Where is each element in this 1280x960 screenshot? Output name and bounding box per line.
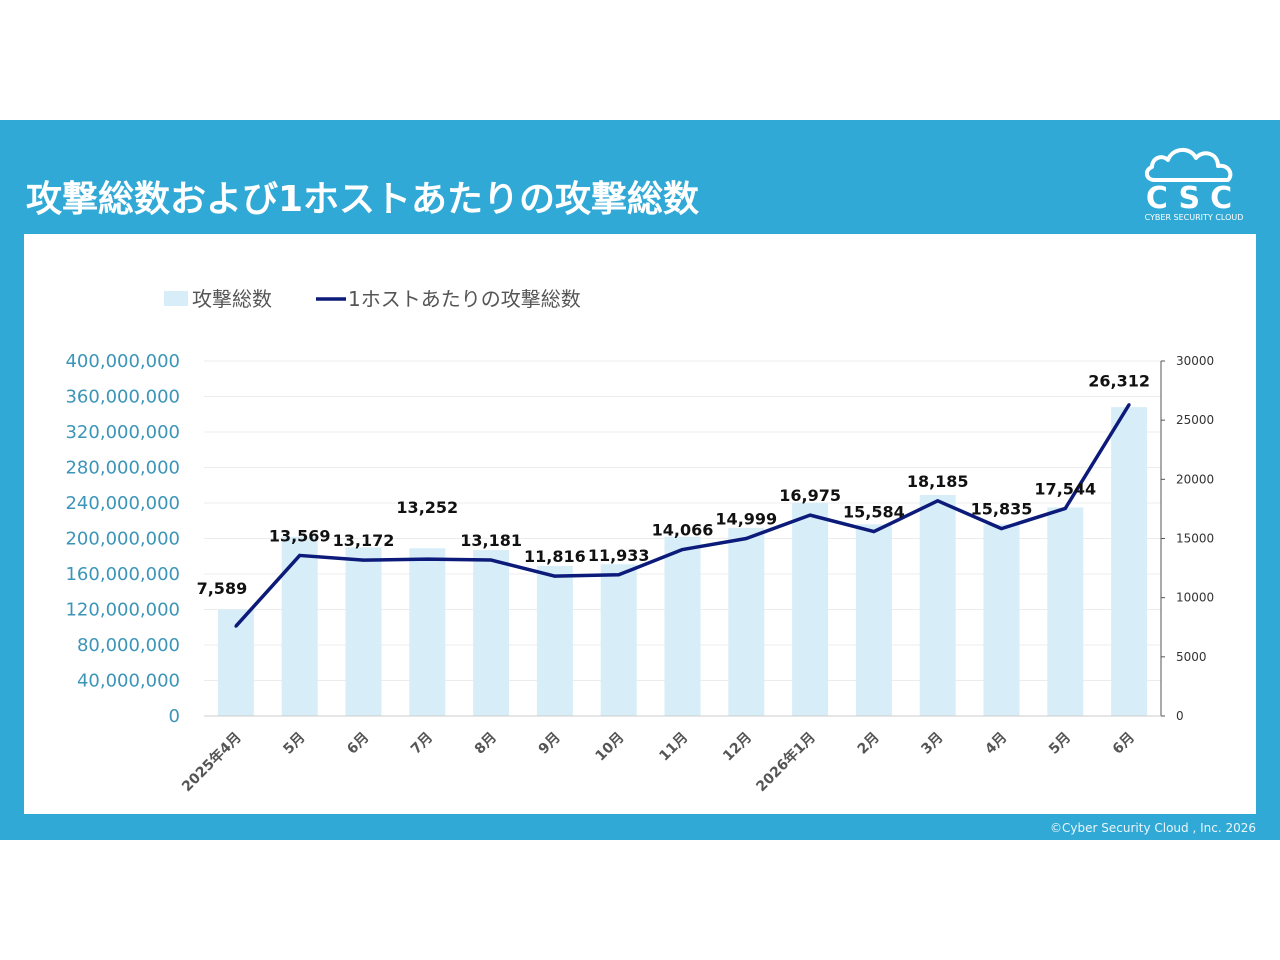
x-tick-label: 2025年4月 — [178, 729, 244, 795]
legend-swatch-bar — [164, 291, 188, 306]
x-tick-label: 10月 — [593, 730, 628, 765]
legend-label-line: 1ホストあたりの攻撃総数 — [348, 287, 581, 311]
y-left-tick-label: 80,000,000 — [77, 635, 180, 656]
y-left-tick-label: 200,000,000 — [65, 529, 180, 550]
data-label: 15,835 — [971, 500, 1033, 519]
x-tick-label: 2月 — [855, 730, 883, 758]
x-tick-label: 2026年1月 — [753, 729, 819, 795]
line-point — [362, 558, 365, 562]
data-label: 26,312 — [1088, 372, 1150, 391]
data-label: 13,252 — [396, 498, 458, 517]
line-point — [617, 573, 621, 577]
data-label: 13,181 — [460, 531, 522, 550]
x-tick-label: 4月 — [982, 730, 1010, 758]
bar — [792, 503, 829, 716]
x-tick-label: 11月 — [656, 730, 691, 765]
data-label: 7,589 — [197, 579, 248, 598]
line-point — [489, 558, 493, 562]
line-point — [744, 537, 748, 541]
y-left-tick-label: 240,000,000 — [65, 493, 180, 514]
line-point — [681, 548, 684, 552]
x-tick-label: 3月 — [918, 730, 946, 758]
y-right-tick-label: 15000 — [1176, 532, 1214, 546]
line-point — [808, 513, 812, 517]
x-tick-label: 8月 — [472, 730, 500, 758]
y-left-tick-label: 160,000,000 — [65, 564, 180, 585]
x-tick-label: 6月 — [344, 730, 372, 758]
y-right-tick-label: 20000 — [1176, 472, 1214, 486]
bar — [855, 524, 892, 716]
x-tick-label: 7月 — [408, 730, 436, 758]
bar — [1047, 507, 1084, 716]
data-label: 13,569 — [269, 526, 331, 545]
bar — [409, 548, 446, 716]
bar — [536, 566, 573, 716]
y-right-tick-label: 5000 — [1176, 650, 1207, 664]
logo-text: CSC — [1146, 181, 1242, 216]
page-title: 攻撃総数および1ホストあたりの攻撃総数 — [26, 179, 700, 220]
data-label: 18,185 — [907, 472, 969, 491]
csc-logo: CSC CYBER SECURITY CLOUD — [1145, 148, 1244, 222]
line-point — [872, 530, 876, 534]
logo-subtext: CYBER SECURITY CLOUD — [1145, 213, 1244, 222]
data-label: 15,584 — [843, 503, 905, 522]
y-left-tick-label: 320,000,000 — [65, 422, 180, 443]
y-left-tick-label: 360,000,000 — [65, 387, 180, 408]
bar — [919, 495, 956, 716]
legend-label-bar: 攻撃総数 — [192, 287, 272, 311]
data-label: 13,172 — [333, 531, 395, 550]
y-left-tick-label: 40,000,000 — [77, 671, 180, 692]
x-tick-label: 5月 — [280, 730, 308, 758]
line-point — [1127, 403, 1131, 407]
data-label: 11,933 — [588, 546, 650, 565]
line-point — [936, 499, 940, 503]
combo-chart: 0 40,000,000 80,000,000 120,000,000 160,000,… — [65, 287, 1214, 795]
line-point — [298, 553, 302, 557]
line-point — [1000, 527, 1003, 531]
y-left-tick-label: 120,000,000 — [65, 600, 180, 621]
line-point — [425, 557, 429, 561]
bar — [1111, 407, 1148, 716]
y-right-tick-label: 10000 — [1176, 591, 1214, 605]
y-left-tick-label: 280,000,000 — [65, 458, 180, 479]
line-point — [234, 624, 238, 628]
data-label: 14,066 — [652, 521, 714, 540]
x-tick-label: 5月 — [1046, 730, 1074, 758]
x-tick-label: 6月 — [1110, 730, 1138, 758]
data-label: 16,975 — [779, 486, 841, 505]
data-label: 11,816 — [524, 547, 586, 566]
bar — [983, 524, 1020, 716]
bar — [473, 550, 510, 716]
y-left-tick-label: 0 — [169, 706, 180, 727]
chart-card: 0 40,000,000 80,000,000 120,000,000 160,000,… — [24, 234, 1256, 814]
y-right-tick-label: 0 — [1176, 709, 1184, 723]
bar — [600, 564, 637, 716]
y-right-tick-label: 25000 — [1176, 413, 1214, 427]
line-point — [1063, 506, 1067, 510]
y-left-tick-label: 400,000,000 — [65, 351, 180, 372]
line-point — [553, 574, 557, 578]
bar — [664, 536, 701, 716]
cloud-icon — [1145, 148, 1233, 182]
data-label: 14,999 — [715, 510, 777, 529]
bar — [345, 547, 382, 716]
data-label: 17,544 — [1034, 479, 1096, 498]
bar — [728, 527, 765, 716]
bar — [281, 536, 318, 716]
y-right-tick-label: 30000 — [1176, 354, 1214, 368]
x-tick-label: 9月 — [536, 730, 564, 758]
copyright-text: ©Cyber Security Cloud , Inc. 2026 — [1050, 821, 1256, 835]
x-tick-label: 12月 — [720, 730, 755, 765]
